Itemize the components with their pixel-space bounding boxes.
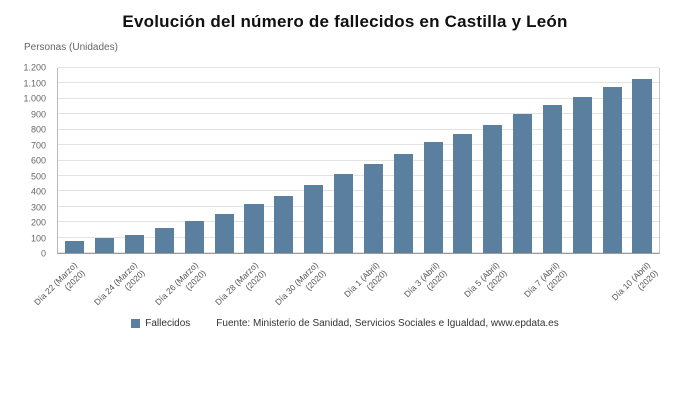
bar[interactable] xyxy=(572,97,592,253)
x-tick-label: Día 22 (Marzo) (2020) xyxy=(31,260,87,308)
bar-slot xyxy=(150,68,180,253)
gridline xyxy=(58,252,659,253)
y-tick-label: 600 xyxy=(30,155,46,166)
gridline xyxy=(58,221,659,223)
bar[interactable] xyxy=(274,195,294,253)
y-tick-label: 1.200 xyxy=(23,62,46,73)
gridline xyxy=(58,144,659,146)
y-axis-labels: 0 100 200 300 400 500 600 700 800 900 1.000 1.100 1.… xyxy=(0,63,52,258)
bar[interactable] xyxy=(244,203,264,253)
chart-title: Evolución del número de fallecidos en Ca… xyxy=(122,12,568,31)
bar[interactable] xyxy=(125,234,145,253)
bar-slot xyxy=(299,68,329,253)
bar[interactable] xyxy=(453,134,473,253)
bars xyxy=(58,68,659,253)
bar[interactable] xyxy=(154,228,174,253)
bar[interactable] xyxy=(304,185,324,253)
legend-row: Fallecidos Fuente: Ministerio de Sanidad… xyxy=(0,318,690,329)
x-tick-label: Día 10 (Abril) (2020) xyxy=(609,260,660,303)
bar[interactable] xyxy=(65,240,85,253)
y-tick-label: 0 xyxy=(40,248,46,259)
y-tick-label: 700 xyxy=(30,140,46,150)
gridline xyxy=(58,97,659,99)
y-tick-label: 400 xyxy=(30,186,46,197)
bar[interactable] xyxy=(602,87,622,253)
y-tick-label: 100 xyxy=(30,233,46,243)
bar[interactable] xyxy=(214,214,234,253)
gridline xyxy=(58,205,659,207)
y-tick-label: 300 xyxy=(30,202,46,212)
bar[interactable] xyxy=(423,142,443,253)
x-tick-label: Día 24 (Marzo) (2020) xyxy=(92,260,147,308)
legend-item-fallecidos[interactable]: Fallecidos xyxy=(131,318,190,329)
bar[interactable] xyxy=(184,221,204,253)
gridline xyxy=(58,159,659,161)
bar-slot xyxy=(597,68,627,253)
bar-slot xyxy=(179,68,209,253)
y-tick-label: 1.000 xyxy=(23,93,46,104)
gridline xyxy=(58,190,659,192)
bar-slot xyxy=(120,68,150,253)
bar-slot xyxy=(538,68,568,253)
gridline xyxy=(58,174,659,176)
x-tick-label: Día 1 (Abril) (2020) xyxy=(341,260,389,300)
bar-slot xyxy=(567,68,597,253)
bar-slot xyxy=(269,68,299,253)
bar[interactable] xyxy=(393,154,413,253)
bar-slot xyxy=(508,68,538,253)
y-tick-label: 900 xyxy=(30,109,46,119)
gridline xyxy=(58,82,659,84)
bar-slot xyxy=(60,68,90,253)
gridline xyxy=(58,113,659,115)
bar[interactable] xyxy=(632,78,652,253)
x-tick-label: Día 5 (Abril) (2020) xyxy=(462,260,509,300)
x-tick-label: Día 30 (Marzo) (2020) xyxy=(273,260,328,308)
bar[interactable] xyxy=(95,237,115,253)
plot-area xyxy=(57,67,660,254)
x-tick-label: Día 26 (Marzo) (2020) xyxy=(152,260,208,308)
bar-slot xyxy=(478,68,508,253)
bar[interactable] xyxy=(333,174,354,253)
gridline xyxy=(58,236,659,238)
y-tick-label: 200 xyxy=(30,217,46,228)
y-tick-label: 500 xyxy=(30,171,46,181)
bar-slot xyxy=(209,68,239,253)
y-tick-label: 1.100 xyxy=(23,78,46,88)
y-axis-title: Personas (Unidades) xyxy=(24,42,118,53)
bar[interactable] xyxy=(483,125,503,253)
x-tick-label: Día 28 (Marzo) (2020) xyxy=(212,260,268,308)
x-tick-label: Día 3 (Abril) (2020) xyxy=(401,260,449,300)
bar-slot xyxy=(329,68,359,253)
gridline xyxy=(58,128,659,130)
source-text: Fuente: Ministerio de Sanidad, Servicios… xyxy=(216,318,559,329)
bar-slot xyxy=(358,68,388,253)
x-tick-label: Día 7 (Abril) (2020) xyxy=(522,260,570,300)
bar-slot xyxy=(239,68,269,253)
bar-slot xyxy=(627,68,657,253)
bar-slot xyxy=(448,68,478,253)
legend-label: Fallecidos xyxy=(145,318,191,329)
bar-slot xyxy=(418,68,448,253)
gridline xyxy=(58,67,659,68)
bar-slot xyxy=(388,68,418,253)
gridlines xyxy=(58,67,659,253)
y-tick-label: 800 xyxy=(30,124,46,135)
bar[interactable] xyxy=(542,105,562,253)
legend-swatch xyxy=(131,319,141,328)
bar-slot xyxy=(90,68,120,253)
bar[interactable] xyxy=(363,164,383,253)
bar[interactable] xyxy=(513,114,533,253)
